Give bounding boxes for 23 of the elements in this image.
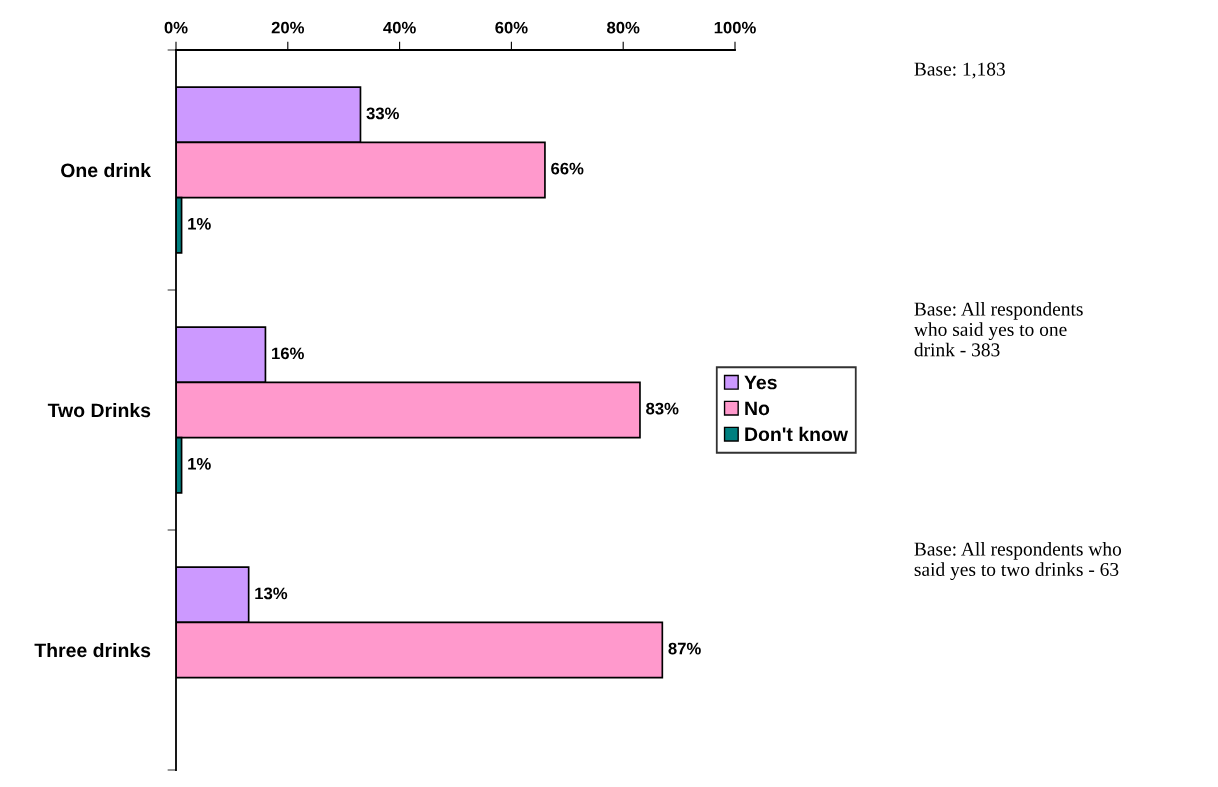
data-label: 16% (272, 347, 304, 360)
x-tick-label: 100% (714, 21, 756, 34)
data-label: 83% (646, 402, 679, 415)
data-label: 87% (668, 642, 701, 655)
x-tick-label: 80% (607, 21, 640, 34)
legend-label: Don't know (745, 426, 849, 442)
data-label: 66% (551, 162, 584, 175)
data-label: 33% (366, 107, 399, 120)
data-label: 1% (188, 217, 211, 230)
x-tick-label: 0% (164, 21, 188, 34)
data-label: 13% (255, 587, 288, 600)
x-tick-label: 60% (495, 21, 528, 34)
x-tick-label: 40% (383, 21, 416, 34)
y-tick-label: Two Drinks (47, 402, 151, 418)
text: Base: All respondents who said yes to two drinks - 63 (914, 542, 1122, 581)
text: Base: 1,183 (914, 62, 1005, 79)
y-tick-label: One drink (61, 162, 152, 178)
y-tick-label: Three drinks (34, 642, 151, 658)
text: Base: All respondents who said yes to one drink - 383 (913, 302, 1083, 357)
legend-label: No (745, 401, 770, 416)
data-label: 1% (188, 457, 211, 470)
legend-label: Yes (744, 375, 777, 390)
x-tick-label: 20% (271, 21, 305, 34)
